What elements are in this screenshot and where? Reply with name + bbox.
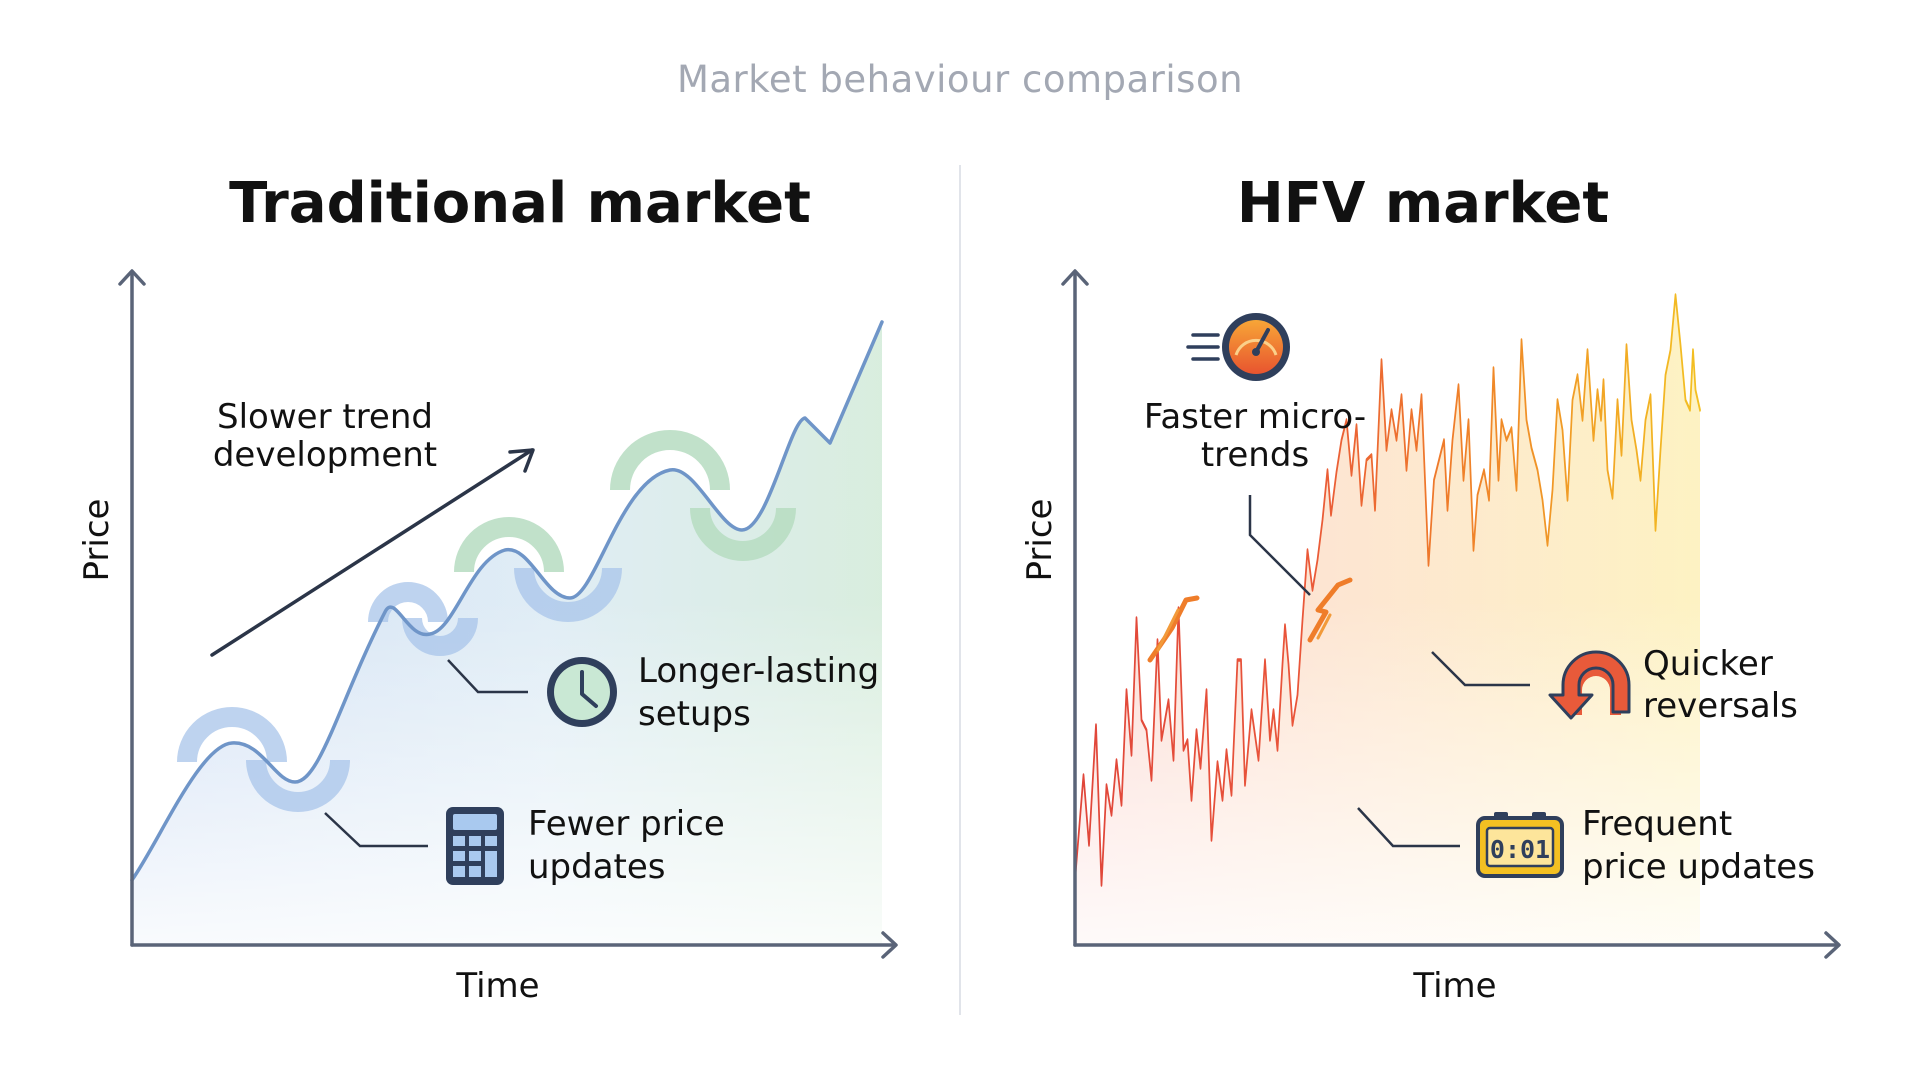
hfv-axes xyxy=(1061,269,1841,959)
speedometer-icon xyxy=(1186,313,1290,381)
hfv-y-axis-arrow xyxy=(1061,269,1089,286)
arc-peak-4 xyxy=(610,430,730,491)
arc-peak-1 xyxy=(177,707,287,763)
hfv-panel: HFV market Price Time xyxy=(1020,171,1841,1006)
calculator-icon xyxy=(446,807,504,885)
hfv-x-axis-label: Time xyxy=(1412,966,1496,1006)
annotation-fewer-updates-line2: updates xyxy=(528,847,666,887)
connector-micro-trends xyxy=(1248,495,1311,596)
arc-trough-3 xyxy=(514,567,622,622)
hfv-x-axis-arrow xyxy=(1824,931,1841,959)
micro-trend-marks xyxy=(1147,577,1353,663)
traditional-y-axis-label: Price xyxy=(77,499,117,582)
hfv-area-fade xyxy=(1075,600,1835,945)
arc-peak-2 xyxy=(368,582,448,623)
traditional-y-axis-arrow xyxy=(118,269,146,286)
annotation-frequent-updates-line1: Frequent xyxy=(1582,804,1732,844)
clock-icon xyxy=(547,657,617,727)
digital-clock-icon: 0:01 xyxy=(1476,812,1564,878)
annotation-frequent-updates-line2: price updates xyxy=(1582,847,1815,887)
digital-clock-reading: 0:01 xyxy=(1490,835,1550,864)
hfv-price-line xyxy=(1074,293,1701,887)
traditional-panel-title: Traditional market xyxy=(229,171,811,236)
annotation-longer-lasting-line1: Longer-lasting xyxy=(638,651,879,691)
annotation-longer-lasting-line2: setups xyxy=(638,694,751,734)
annotation-reversals-line1: Quicker xyxy=(1643,644,1773,684)
connector-frequent-updates xyxy=(1357,807,1460,848)
arc-peak-3 xyxy=(454,517,564,573)
annotation-micro-trends-line2: trends xyxy=(1201,435,1309,475)
arc-trough-4 xyxy=(690,507,796,561)
hfv-panel-title: HFV market xyxy=(1237,171,1609,236)
traditional-x-axis-arrow xyxy=(881,931,898,959)
connector-longer-lasting xyxy=(447,659,528,694)
annotation-fewer-updates-line1: Fewer price xyxy=(528,804,725,844)
traditional-price-line xyxy=(130,320,884,882)
arc-trough-1 xyxy=(246,759,350,812)
traditional-x-axis-label: Time xyxy=(455,966,539,1006)
connector-fewer-updates xyxy=(324,812,428,848)
traditional-axes xyxy=(118,269,898,959)
traditional-panel: Traditional market Price Time Slower tre… xyxy=(77,171,898,1006)
annotation-slower-trend-line2: development xyxy=(213,435,437,475)
main-title: Market behaviour comparison xyxy=(676,58,1244,101)
connector-reversals xyxy=(1431,651,1530,687)
annotation-reversals-line2: reversals xyxy=(1643,686,1798,726)
trend-arrow-icon xyxy=(210,448,535,657)
u-turn-arrow-icon xyxy=(1548,650,1631,720)
annotation-micro-trends-line1: Faster micro- xyxy=(1144,397,1366,437)
hfv-y-axis-label: Price xyxy=(1020,499,1060,582)
annotation-slower-trend-line1: Slower trend xyxy=(217,397,433,437)
